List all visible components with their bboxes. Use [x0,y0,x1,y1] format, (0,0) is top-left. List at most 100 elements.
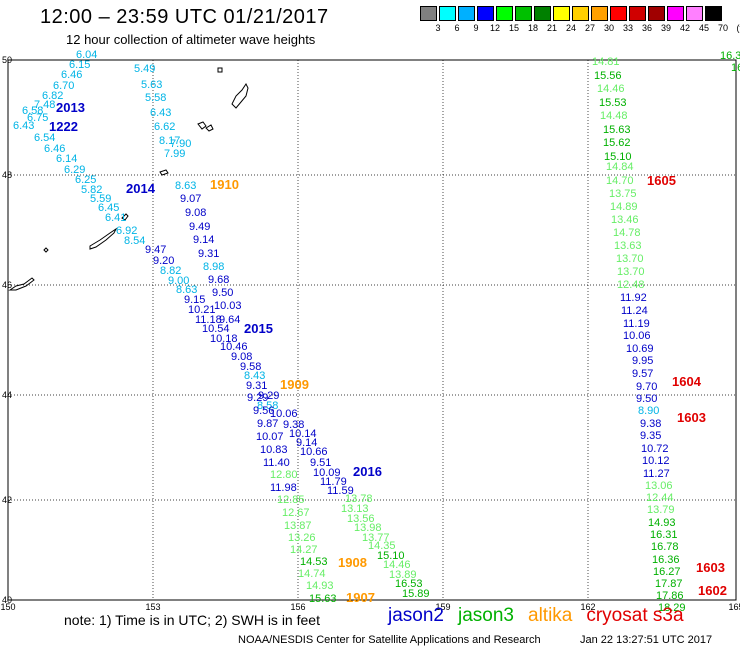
wave-height-value: 10.72 [641,443,669,455]
pass-time-label: 1603 [696,560,725,575]
wave-height-value: 14.93 [306,580,334,592]
wave-height-value: 16 [731,62,740,74]
wave-height-value: 17.86 [656,590,684,602]
wave-height-value: 7.90 [170,138,191,150]
wave-height-value: 9.56 [253,405,274,417]
pass-time-label: 1222 [49,119,78,134]
wave-height-value: 8.54 [124,235,145,247]
scale-label: 39 [660,23,671,33]
wave-height-value: 12.85 [277,494,305,506]
island-shape [217,67,223,73]
footer-note: note: 1) Time is in UTC; 2) SWH is in fe… [64,612,320,628]
wave-height-value: 10.12 [642,455,670,467]
wave-height-value: 13.79 [647,504,675,516]
scale-label: 6 [454,23,460,33]
wave-height-value: 13.75 [609,188,637,200]
island-shape [8,277,35,291]
wave-height-value: 14.93 [648,517,676,529]
satellite-legend: jason2 jason3 altika cryosat s3a [388,605,698,627]
wave-height-value: 7.99 [164,148,185,160]
wave-height-value: 13.70 [617,266,645,278]
wave-height-value: 11.19 [623,318,650,330]
wave-height-value: 12.67 [282,507,310,519]
wave-height-value: 9.14 [193,234,214,246]
wave-height-value: 10.06 [270,408,298,420]
wave-height-value: 16.36 [652,554,680,566]
wave-height-value: 14.78 [613,227,641,239]
wave-height-value: 13.78 [345,493,373,505]
wave-height-value: 5.58 [145,92,166,104]
wave-height-value: 9.08 [231,351,252,363]
wave-height-value: 10.83 [260,444,288,456]
wave-height-value: 11.59 [327,485,354,497]
wave-height-value: 9.08 [185,207,206,219]
wave-height-value: 11.27 [643,468,670,480]
scale-label: 30 [603,23,614,33]
wave-height-value: 12.80 [270,469,298,481]
scale-label: 33 [622,23,633,33]
wave-height-value: 15.63 [309,593,337,605]
wave-height-value: 13.46 [611,214,639,226]
wave-height-value: 9.38 [283,419,304,431]
wave-height-value: 13.87 [284,520,312,532]
pass-time-label: 1604 [672,374,702,389]
wave-height-value: 15.10 [604,151,632,163]
pass-time-label: 1910 [210,177,239,192]
wave-height-value: 9.51 [310,457,331,469]
island-shape [205,124,214,132]
wave-height-value: 13.63 [614,240,642,252]
wave-height-value: 9.68 [208,274,229,286]
wave-height-value: 11.18 [195,314,222,326]
wave-height-value: 16.31 [650,529,678,541]
scale-swatch [439,6,456,21]
wave-height-value: 13.89 [389,569,417,581]
wave-height-value: 15.53 [599,97,627,109]
wave-height-value: 17.87 [655,578,683,590]
wave-height-value: 6.46 [61,69,82,81]
legend-item: jason3 [458,605,514,626]
scale-label: 27 [584,23,595,33]
wave-height-value: 13.70 [616,253,644,265]
pass-time-label: 1603 [677,410,706,425]
wave-height-value: 15.56 [594,70,622,82]
lon-tick-label: 156 [290,602,305,612]
wave-height-value: 6.43 [13,120,34,132]
legend-item: altika [528,605,573,626]
island-shape [121,213,129,221]
pass-time-label: 2014 [126,181,156,196]
lat-tick-label: 48 [2,170,12,180]
wave-height-value: 13.77 [362,532,390,544]
wave-height-value: 8.98 [203,261,224,273]
wave-height-value: 9.07 [180,193,201,205]
coastline [8,67,249,291]
scale-swatch [648,6,665,21]
map-frame [7,59,737,601]
wave-height-value: 13.26 [288,532,316,544]
wave-height-value: 11.98 [270,482,297,494]
scale-label: 45 [698,23,709,33]
wave-height-value: 8.63 [176,284,197,296]
lon-tick-label: 165 [728,602,740,612]
wave-height-value: 6.54 [34,132,55,144]
pass-time-label: 1907 [346,590,375,605]
wave-height-value: 9.29 [247,392,268,404]
wave-height-value: 6.14 [56,153,77,165]
wave-height-value: 5.82 [81,184,102,196]
wave-height-value: 16.27 [653,566,681,578]
wave-height-value: 10.09 [313,467,341,479]
wave-height-value: 14.89 [610,201,638,213]
wave-height-value: 10.46 [220,341,248,353]
wave-height-value: 10.54 [202,323,230,335]
wave-height-value: 6.46 [44,143,65,155]
wave-height-value: 6.15 [69,59,90,71]
wave-height-value: 14.48 [600,110,628,122]
wave-height-value: 16.3 [720,50,740,62]
pass-time-label: 1908 [338,555,367,570]
wave-height-value: 6.04 [76,49,97,61]
wave-height-value: 10.21 [188,304,216,316]
scale-swatch [553,6,570,21]
scale-label: 42 [679,23,690,33]
wave-height-value: 6.62 [154,121,175,133]
wave-height-value: 9.35 [640,430,661,442]
pass-time-label: 2013 [56,100,85,115]
